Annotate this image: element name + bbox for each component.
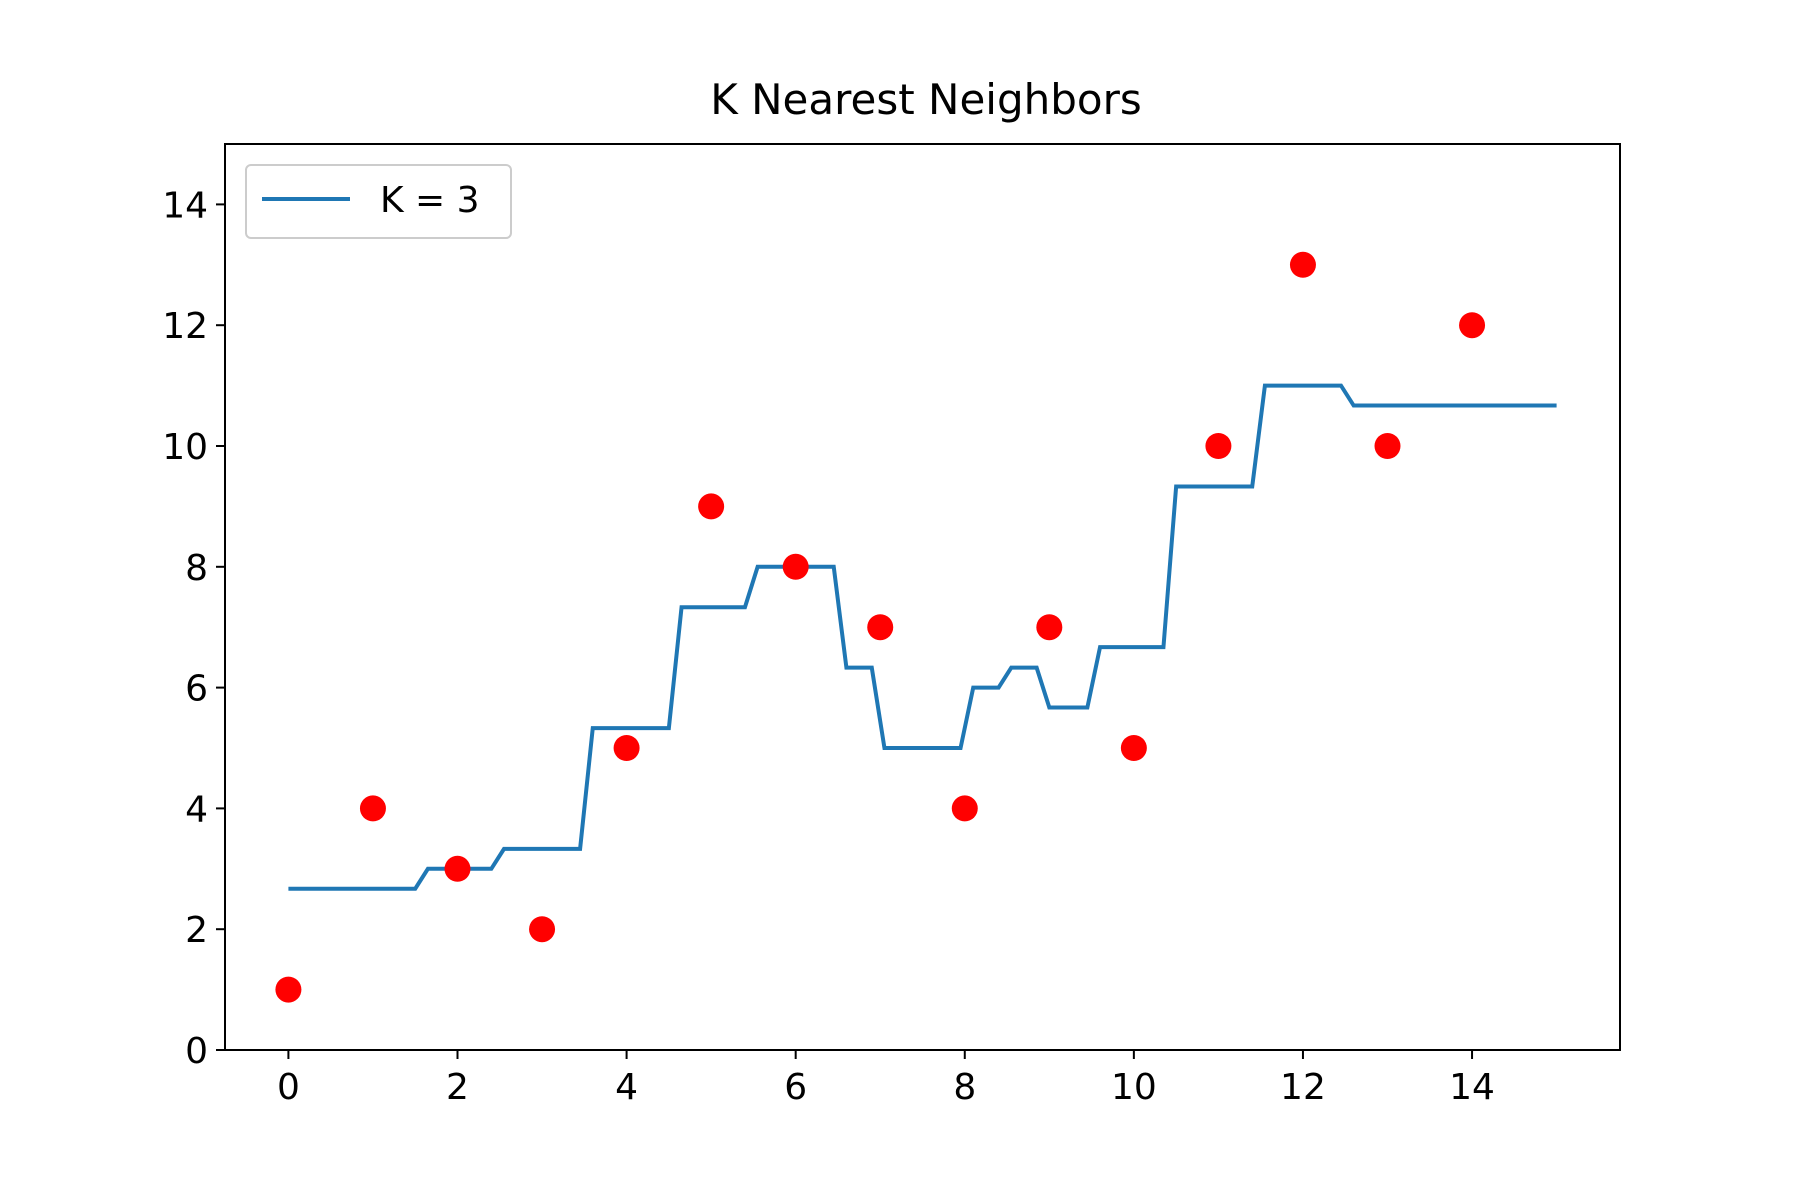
data-point [1120,735,1147,761]
data-point [444,855,471,882]
y-tick-label: 4 [185,789,208,830]
legend-box [245,164,512,239]
data-point [1459,312,1486,339]
y-tick-label: 0 [185,1031,208,1072]
y-axis: 0 2 4 6 8 10 12 14 [162,185,225,1072]
data-point [867,614,894,641]
data-point [1205,433,1232,459]
chart-title: K Nearest Neighbors [710,75,1141,124]
data-point [613,735,640,761]
x-tick-label: 2 [446,1067,469,1108]
data-point [1036,614,1063,641]
data-point [951,795,978,822]
data-point [359,795,386,822]
x-tick-label: 4 [615,1067,638,1108]
x-tick-label: 12 [1280,1067,1326,1108]
y-tick-label: 14 [162,185,208,226]
data-point [275,976,302,1003]
y-tick-label: 6 [185,669,208,710]
data-point [1289,251,1316,278]
data-point [529,916,556,943]
x-axis: 0 2 4 6 8 10 12 14 [277,1050,1495,1108]
legend-label: K = 3 [380,180,480,221]
axes-frame [224,143,1621,1051]
y-tick-label: 10 [162,427,208,468]
y-tick-label: 8 [185,548,208,589]
data-point [698,493,725,520]
data-point [782,553,809,580]
x-tick-label: 0 [277,1067,300,1108]
data-point [1374,433,1401,459]
x-tick-label: 14 [1449,1067,1495,1108]
plot-area [275,251,1557,1003]
x-tick-label: 10 [1111,1067,1157,1108]
series-line-0 [288,383,1557,891]
legend: K = 3 [245,164,512,239]
y-tick-label: 12 [162,306,208,347]
x-tick-label: 6 [784,1067,807,1108]
y-tick-label: 2 [185,910,208,951]
x-tick-label: 8 [953,1067,976,1108]
